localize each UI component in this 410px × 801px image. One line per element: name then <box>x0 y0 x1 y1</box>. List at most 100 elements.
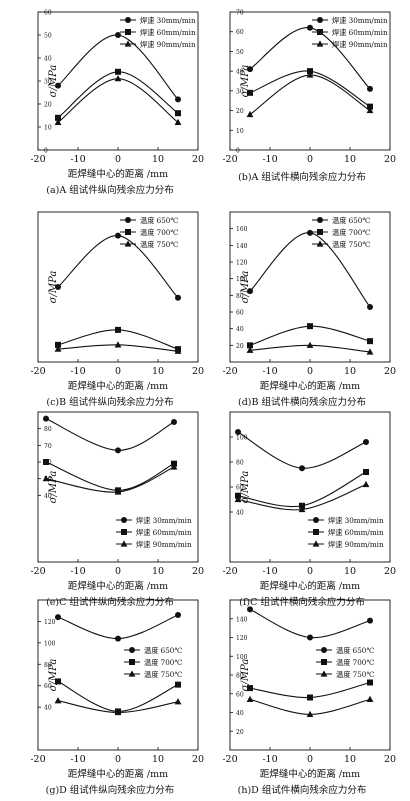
x-tick-label: 20 <box>192 366 204 377</box>
data-point-triangle <box>114 75 122 82</box>
legend-label: 温度 750℃ <box>140 240 178 249</box>
y-tick-label: 0 <box>236 148 240 155</box>
data-point-triangle <box>170 463 178 470</box>
y-tick-label: 100 <box>236 654 248 661</box>
data-point-circle <box>55 284 61 290</box>
legend-marker <box>129 647 135 653</box>
y-tick-label: 50 <box>44 33 52 40</box>
legend-label: 焊速 60mm/min <box>332 28 388 37</box>
x-tick-label: -10 <box>262 754 277 765</box>
panel-h: -20 -10 0 10 20 20 40 60 80 100 120 140 σ/MPa 距焊缝中心的距… <box>222 599 396 796</box>
x-tick-label: 0 <box>307 566 313 577</box>
data-point-square <box>247 89 253 96</box>
y-tick-label: 10 <box>236 128 244 135</box>
legend-label: 焊速 90mm/min <box>140 40 196 49</box>
data-point-square <box>55 678 61 685</box>
data-point-square <box>115 68 121 75</box>
data-point-triangle <box>114 488 122 495</box>
data-point-circle <box>247 66 253 73</box>
x-tick-label: -20 <box>30 366 45 377</box>
y-tick-label: 60 <box>236 29 244 36</box>
y-axis-label: σ/MPa <box>240 471 251 504</box>
data-point-square <box>307 68 313 75</box>
x-tick-label: 0 <box>307 366 313 377</box>
y-tick-label: 100 <box>44 640 56 647</box>
y-tick-label: 100 <box>236 435 248 442</box>
data-point-triangle <box>366 106 374 114</box>
x-tick-label: -10 <box>70 754 85 765</box>
x-tick-label: 0 <box>115 566 121 577</box>
data-point-circle <box>171 419 177 425</box>
y-tick-label: 40 <box>44 705 52 712</box>
data-point-circle <box>247 288 253 295</box>
data-point-triangle <box>298 505 306 513</box>
y-tick-label: 120 <box>236 260 248 267</box>
x-tick-label: 0 <box>307 754 313 765</box>
x-tick-label: -10 <box>70 154 85 165</box>
y-tick-label: 60 <box>236 485 244 492</box>
x-axis-label: 距焊缝中心的距离 /mm <box>260 380 360 392</box>
y-tick-label: 60 <box>236 691 244 698</box>
panel-caption: (e)C 组试件纵向残余应力分布 <box>46 596 174 608</box>
y-axis-label: σ/MPa <box>240 271 251 304</box>
x-tick-label: -20 <box>222 754 237 765</box>
data-point-circle <box>307 634 313 641</box>
legend-label: 温度 750℃ <box>144 670 182 679</box>
x-tick-label: 10 <box>344 366 356 377</box>
y-axis-label: σ/MPa <box>240 659 251 692</box>
data-point-triangle <box>54 697 62 704</box>
data-point-square <box>367 338 373 345</box>
data-point-triangle <box>54 118 62 125</box>
legend-marker <box>124 40 132 47</box>
legend-marker <box>125 17 131 23</box>
x-tick-label: 0 <box>307 154 313 165</box>
y-axis-label: σ/MPa <box>48 271 59 304</box>
data-point-circle <box>115 635 121 642</box>
y-tick-label: 80 <box>236 293 244 300</box>
data-point-triangle <box>366 348 374 355</box>
legend-label: 温度 650℃ <box>140 216 178 225</box>
data-point-triangle <box>246 346 254 353</box>
data-point-circle <box>43 415 49 422</box>
x-tick-label: 10 <box>344 566 356 577</box>
data-point-circle <box>115 232 121 239</box>
data-point-circle <box>367 304 373 310</box>
data-point-square <box>247 685 253 692</box>
x-tick-label: 10 <box>152 754 164 765</box>
data-point-triangle <box>306 341 314 348</box>
x-tick-label: 0 <box>115 366 121 377</box>
x-tick-label: 20 <box>384 566 396 577</box>
legend-label: 焊速 90mm/min <box>136 540 192 549</box>
series-line <box>45 461 175 491</box>
legend-marker <box>321 647 327 653</box>
x-axis-label: 距焊缝中心的距离 /mm <box>68 580 168 592</box>
legend-label: 温度 650℃ <box>336 646 374 655</box>
x-tick-label: -10 <box>262 566 277 577</box>
x-tick-label: 10 <box>152 154 164 165</box>
data-point-triangle <box>174 347 182 354</box>
x-tick-label: 0 <box>115 154 121 165</box>
data-point-square <box>115 326 121 333</box>
data-point-circle <box>363 439 369 445</box>
legend-marker <box>125 217 131 223</box>
data-point-circle <box>55 614 61 621</box>
legend-marker <box>120 540 128 547</box>
x-tick-label: 20 <box>192 754 204 765</box>
y-tick-label: 140 <box>236 243 248 250</box>
x-tick-label: 10 <box>152 366 164 377</box>
y-tick-label: 70 <box>236 10 244 17</box>
legend-marker <box>317 217 323 223</box>
y-tick-label: 40 <box>236 710 244 717</box>
x-tick-label: 20 <box>384 754 396 765</box>
y-axis-label: σ/MPa <box>240 65 251 98</box>
data-point-square <box>175 681 181 688</box>
legend-marker <box>128 670 136 677</box>
y-tick-label: 40 <box>236 69 244 76</box>
data-point-square <box>55 114 61 121</box>
panel-g: -20 -10 0 10 20 40 60 80 100 120 σ/MPa 距焊缝中心的距离 /mm… <box>30 599 204 796</box>
legend-label: 焊速 90mm/min <box>328 540 384 549</box>
y-tick-label: 70 <box>44 443 52 450</box>
legend-label: 焊速 60mm/min <box>136 528 192 537</box>
y-tick-label: 100 <box>236 276 248 283</box>
